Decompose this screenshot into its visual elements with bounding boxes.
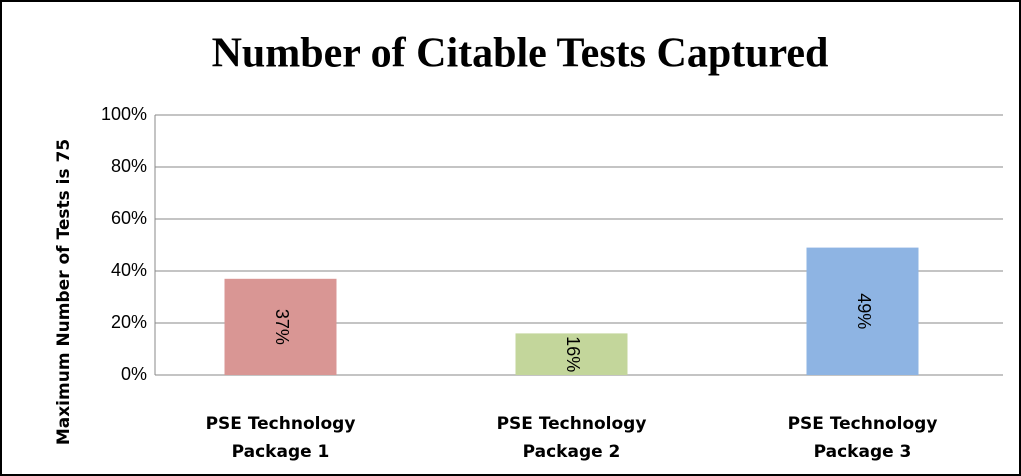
- x-tick-label: PSE Technology Package 2: [496, 414, 647, 462]
- data-label: 16%: [563, 336, 583, 372]
- data-label: 37%: [272, 309, 292, 345]
- bar: [515, 333, 628, 375]
- x-tick-label: PSE Technology Package 1: [205, 414, 356, 462]
- bar: [224, 278, 337, 375]
- chart-title: Number of Citable Tests Captured: [212, 31, 829, 77]
- y-tick-label: 40%: [111, 260, 147, 280]
- data-label: 49%: [854, 293, 874, 329]
- y-tick-label: 80%: [111, 156, 147, 176]
- bar: [806, 247, 919, 375]
- y-tick-label: 60%: [111, 208, 147, 228]
- x-tick-label: PSE Technology Package 3: [787, 414, 938, 462]
- y-tick-label: 0%: [121, 364, 147, 384]
- y-axis-title: Maximum Number of Tests is 75: [54, 139, 74, 445]
- y-tick-label: 100%: [101, 104, 147, 124]
- y-tick-label: 20%: [111, 312, 147, 332]
